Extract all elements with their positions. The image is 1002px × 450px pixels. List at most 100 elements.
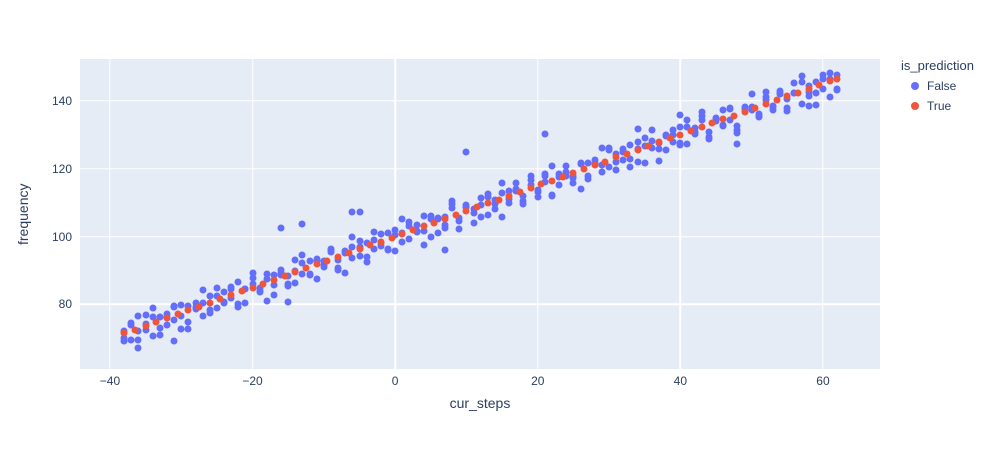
point-false[interactable] [441,224,449,232]
point-false[interactable] [519,192,527,200]
point-false[interactable] [363,258,371,266]
point-false[interactable] [548,191,556,199]
point-false[interactable] [769,103,777,111]
point-false[interactable] [527,172,535,180]
point-true[interactable] [516,188,524,196]
point-false[interactable] [206,306,214,314]
point-true[interactable] [773,96,781,104]
point-false[interactable] [156,313,164,321]
point-false[interactable] [527,176,535,184]
point-true[interactable] [163,314,171,322]
point-false[interactable] [149,304,157,312]
point-false[interactable] [655,157,663,165]
point-false[interactable] [213,292,221,300]
point-false[interactable] [683,123,691,131]
point-false[interactable] [149,313,157,321]
point-true[interactable] [441,215,449,223]
point-false[interactable] [234,278,242,286]
point-true[interactable] [238,287,246,295]
point-false[interactable] [648,144,656,152]
point-true[interactable] [184,306,192,314]
point-false[interactable] [234,300,242,308]
point-false[interactable] [619,145,627,153]
point-false[interactable] [384,246,392,254]
point-false[interactable] [348,208,356,216]
point-false[interactable] [127,336,135,344]
point-true[interactable] [313,260,321,268]
point-false[interactable] [705,128,713,136]
point-false[interactable] [484,211,492,219]
point-false[interactable] [748,90,756,98]
point-false[interactable] [477,213,485,221]
point-false[interactable] [505,187,513,195]
point-false[interactable] [249,269,257,277]
point-false[interactable] [163,321,171,329]
point-true[interactable] [409,226,417,234]
point-false[interactable] [291,279,299,287]
point-false[interactable] [691,130,699,138]
point-true[interactable] [527,184,535,192]
point-false[interactable] [555,173,563,181]
point-true[interactable] [741,108,749,116]
point-false[interactable] [676,111,684,119]
point-false[interactable] [505,199,513,207]
point-true[interactable] [826,77,834,85]
point-false[interactable] [634,158,642,166]
point-false[interactable] [213,304,221,312]
point-false[interactable] [584,175,592,183]
point-true[interactable] [377,238,385,246]
point-false[interactable] [648,126,656,134]
point-false[interactable] [277,271,285,279]
point-false[interactable] [812,101,820,109]
point-false[interactable] [249,274,257,282]
point-false[interactable] [298,270,306,278]
point-true[interactable] [569,169,577,177]
point-false[interactable] [833,86,841,94]
point-false[interactable] [313,275,321,283]
point-true[interactable] [420,222,428,230]
point-false[interactable] [612,158,620,166]
point-false[interactable] [348,254,356,262]
point-false[interactable] [199,312,207,320]
point-false[interactable] [384,229,392,236]
point-false[interactable] [199,299,207,307]
point-false[interactable] [626,163,634,171]
point-false[interactable] [634,138,642,145]
point-false[interactable] [498,189,506,197]
point-false[interactable] [256,284,264,292]
point-false[interactable] [134,327,142,335]
point-false[interactable] [177,301,185,309]
point-false[interactable] [298,251,306,259]
point-false[interactable] [156,324,164,332]
point-true[interactable] [623,150,631,158]
point-false[interactable] [241,299,249,307]
point-true[interactable] [559,173,567,181]
point-false[interactable] [398,215,406,223]
point-true[interactable] [634,146,642,154]
point-false[interactable] [762,88,770,96]
point-false[interactable] [790,79,798,87]
point-true[interactable] [452,211,460,219]
point-false[interactable] [177,325,185,333]
point-true[interactable] [783,92,791,100]
point-true[interactable] [537,180,545,188]
point-true[interactable] [666,134,674,142]
point-true[interactable] [484,199,492,207]
point-false[interactable] [733,122,741,130]
point-true[interactable] [719,115,727,123]
point-true[interactable] [833,75,841,83]
point-false[interactable] [798,100,806,108]
point-true[interactable] [655,138,663,146]
point-true[interactable] [142,322,150,330]
point-true[interactable] [591,161,599,169]
legend-item-true[interactable]: True [897,96,974,116]
point-false[interactable] [605,144,613,152]
point-true[interactable] [281,272,289,280]
point-false[interactable] [534,186,542,194]
point-false[interactable] [819,85,827,93]
point-false[interactable] [669,131,677,139]
point-false[interactable] [170,316,178,324]
point-false[interactable] [748,103,756,111]
point-false[interactable] [270,271,278,279]
point-true[interactable] [676,131,684,139]
